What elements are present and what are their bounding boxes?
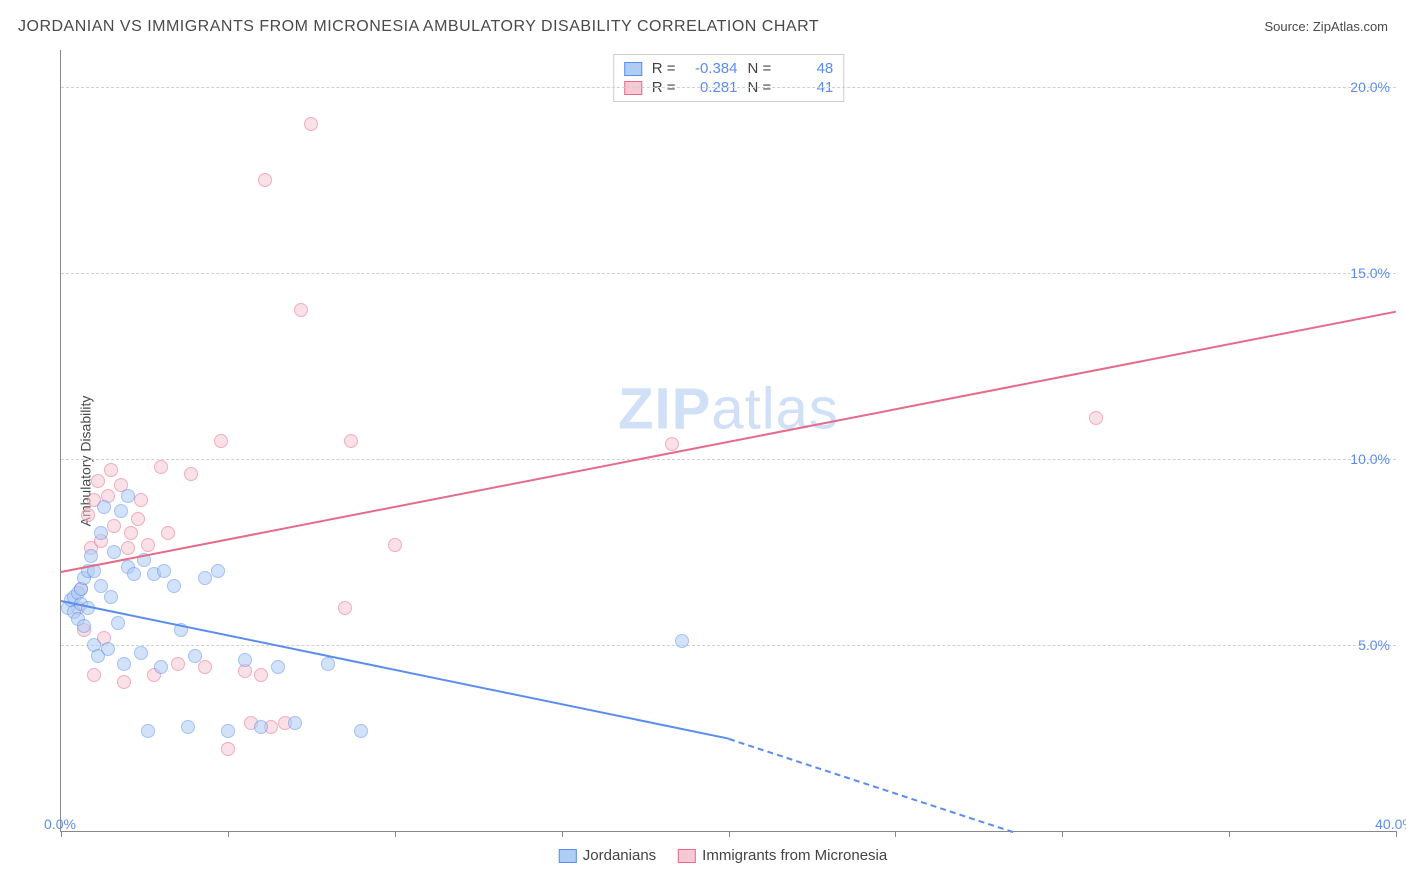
- n-label: N =: [748, 60, 772, 77]
- data-point-pink: [154, 460, 168, 474]
- series-label-pink: Immigrants from Micronesia: [702, 847, 887, 864]
- data-point-blue: [134, 646, 148, 660]
- data-point-pink: [131, 512, 145, 526]
- data-point-pink: [121, 541, 135, 555]
- data-point-pink: [184, 467, 198, 481]
- data-point-pink: [134, 493, 148, 507]
- data-point-pink: [141, 538, 155, 552]
- data-point-pink: [171, 657, 185, 671]
- data-point-blue: [254, 720, 268, 734]
- data-point-pink: [198, 660, 212, 674]
- data-point-pink: [304, 117, 318, 131]
- n-value-blue: 48: [781, 60, 833, 77]
- data-point-pink: [81, 508, 95, 522]
- series-legend: Jordanians Immigrants from Micronesia: [559, 847, 887, 864]
- data-point-pink: [117, 675, 131, 689]
- r-value-blue: -0.384: [686, 60, 738, 77]
- data-point-pink: [344, 434, 358, 448]
- data-point-blue: [354, 724, 368, 738]
- swatch-blue: [624, 62, 642, 76]
- data-point-blue: [121, 489, 135, 503]
- data-point-blue: [94, 526, 108, 540]
- data-point-pink: [221, 742, 235, 756]
- data-point-blue: [107, 545, 121, 559]
- data-point-pink: [124, 526, 138, 540]
- data-point-blue: [321, 657, 335, 671]
- data-point-blue: [188, 649, 202, 663]
- data-point-pink: [87, 668, 101, 682]
- chart-title: JORDANIAN VS IMMIGRANTS FROM MICRONESIA …: [18, 18, 819, 36]
- chart-container: Ambulatory Disability ZIPatlas R = -0.38…: [50, 50, 1396, 872]
- data-point-pink: [254, 668, 268, 682]
- swatch-blue: [559, 849, 577, 863]
- data-point-blue: [84, 549, 98, 563]
- data-point-pink: [294, 303, 308, 317]
- data-point-pink: [161, 526, 175, 540]
- data-point-blue: [117, 657, 131, 671]
- data-point-blue: [211, 564, 225, 578]
- data-point-pink: [107, 519, 121, 533]
- trendline-extension: [728, 738, 1012, 833]
- data-point-blue: [141, 724, 155, 738]
- data-point-blue: [101, 642, 115, 656]
- watermark: ZIPatlas: [618, 376, 839, 443]
- data-point-blue: [271, 660, 285, 674]
- data-point-blue: [675, 634, 689, 648]
- gridline: [61, 273, 1396, 274]
- data-point-pink: [104, 463, 118, 477]
- data-point-blue: [238, 653, 252, 667]
- data-point-pink: [388, 538, 402, 552]
- correlation-legend: R = -0.384 N = 48 R = 0.281 N = 41: [613, 54, 845, 102]
- gridline: [61, 459, 1396, 460]
- gridline: [61, 87, 1396, 88]
- data-point-pink: [338, 601, 352, 615]
- data-point-blue: [97, 500, 111, 514]
- source-attribution: Source: ZipAtlas.com: [1264, 19, 1388, 34]
- data-point-blue: [167, 579, 181, 593]
- data-point-blue: [181, 720, 195, 734]
- swatch-pink: [678, 849, 696, 863]
- x-tick-label: 0.0%: [44, 816, 76, 832]
- data-point-blue: [157, 564, 171, 578]
- data-point-pink: [1089, 411, 1103, 425]
- y-tick-label: 20.0%: [1350, 79, 1390, 95]
- data-point-pink: [91, 474, 105, 488]
- data-point-blue: [104, 590, 118, 604]
- x-tick-label: 40.0%: [1375, 816, 1406, 832]
- legend-row-blue: R = -0.384 N = 48: [624, 59, 834, 78]
- data-point-blue: [127, 567, 141, 581]
- legend-item-pink: Immigrants from Micronesia: [678, 847, 887, 864]
- data-point-blue: [154, 660, 168, 674]
- trendline: [61, 310, 1396, 572]
- plot-area: ZIPatlas R = -0.384 N = 48 R = 0.281 N =…: [60, 50, 1396, 832]
- y-tick-label: 15.0%: [1350, 265, 1390, 281]
- data-point-pink: [214, 434, 228, 448]
- data-point-pink: [258, 173, 272, 187]
- legend-item-blue: Jordanians: [559, 847, 656, 864]
- gridline: [61, 645, 1396, 646]
- data-point-blue: [114, 504, 128, 518]
- data-point-blue: [77, 619, 91, 633]
- data-point-blue: [198, 571, 212, 585]
- r-label: R =: [652, 60, 676, 77]
- data-point-blue: [221, 724, 235, 738]
- data-point-blue: [111, 616, 125, 630]
- series-label-blue: Jordanians: [583, 847, 656, 864]
- data-point-blue: [288, 716, 302, 730]
- y-tick-label: 10.0%: [1350, 451, 1390, 467]
- y-tick-label: 5.0%: [1358, 637, 1390, 653]
- data-point-pink: [665, 437, 679, 451]
